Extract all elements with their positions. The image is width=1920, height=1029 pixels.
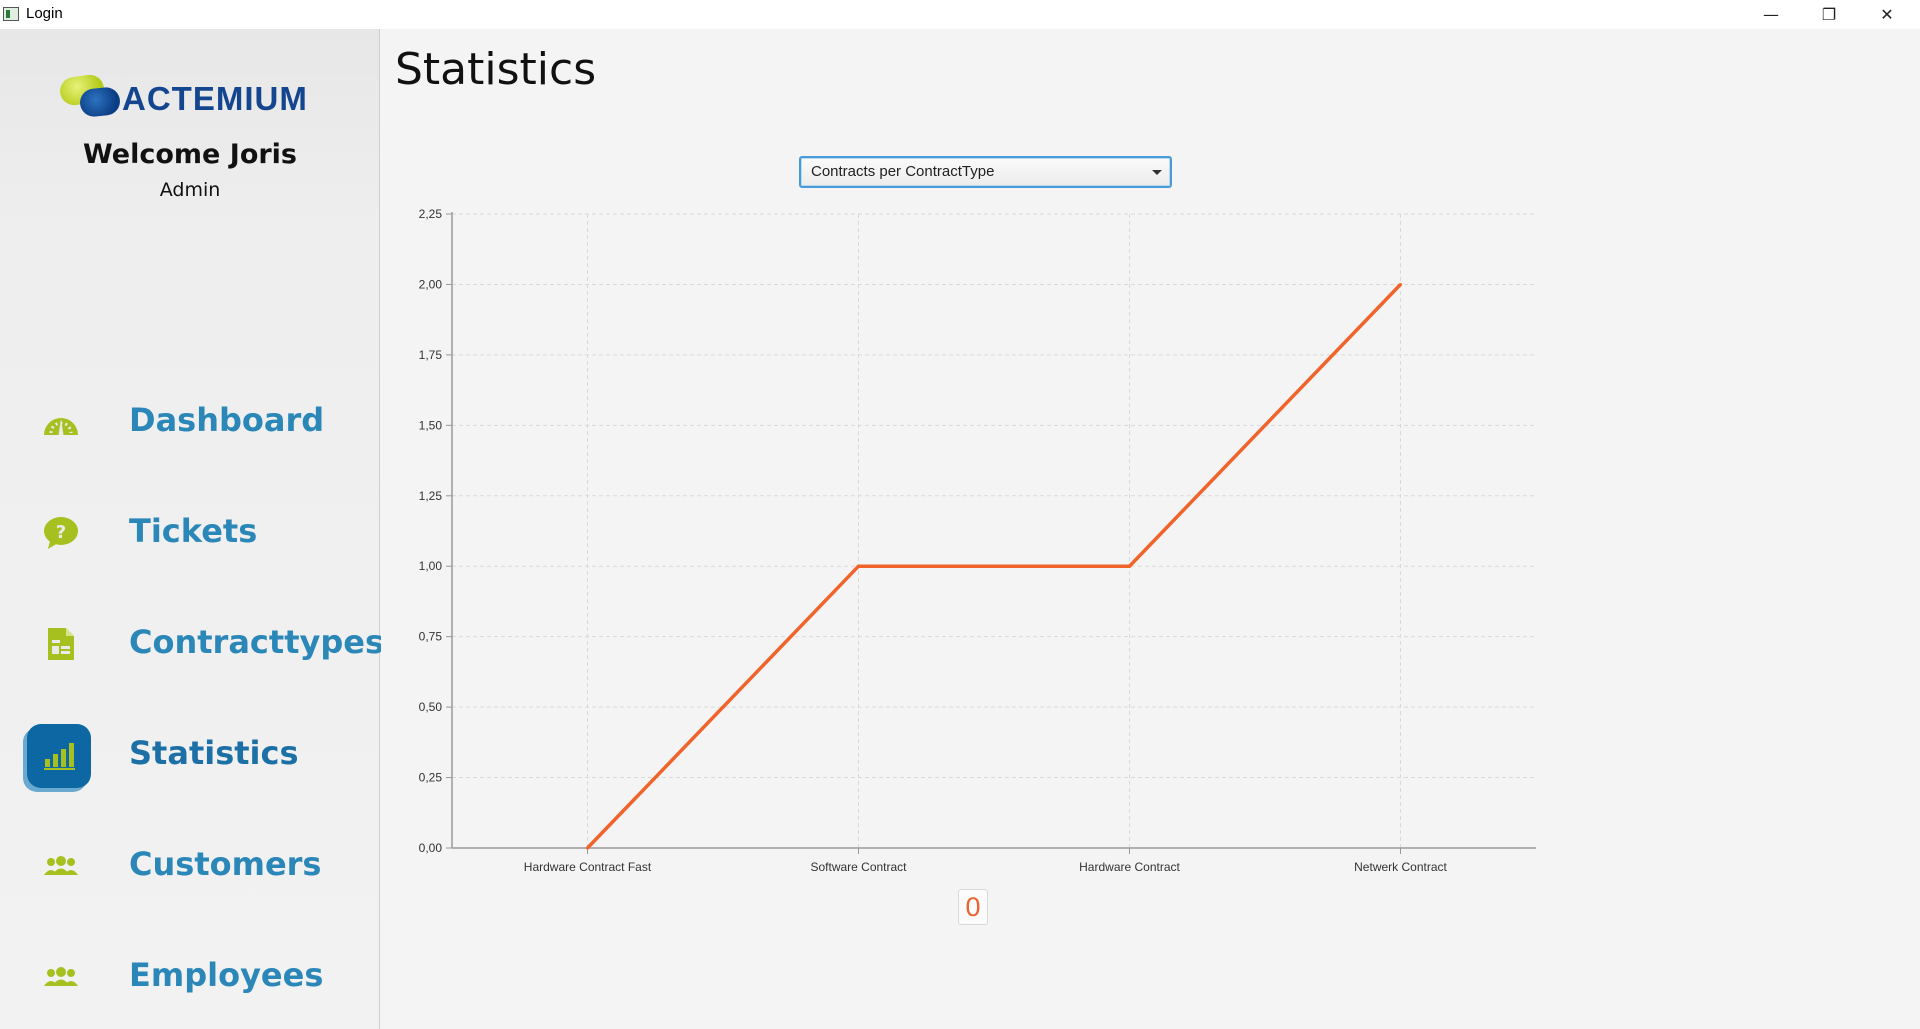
chevron-down-icon — [1152, 170, 1162, 175]
sidebar-item-label: Customers — [129, 845, 322, 883]
sidebar-item-label: Tickets — [129, 512, 258, 550]
series-line — [586, 283, 1402, 850]
bar-chart-icon — [27, 724, 91, 788]
y-tick-label: 1,50 — [419, 418, 443, 432]
y-tick-label: 2,00 — [419, 277, 443, 291]
line-chart: 0,00 0,25 0,50 0,75 1,00 1,25 1,50 1,75 2,00 2,25… — [419, 207, 1536, 874]
y-tick-label: 0,75 — [419, 630, 443, 644]
gauge-icon — [40, 401, 82, 443]
sidebar-item-label: Dashboard — [129, 401, 325, 439]
actemium-logo: ACTEMIUM — [58, 73, 328, 122]
main-content: Statistics Contracts per ContractType 0,… — [381, 29, 1920, 1029]
y-tick-label: 0,50 — [419, 700, 443, 714]
data-point — [1399, 282, 1402, 286]
logo-wordmark: ACTEMIUM — [122, 80, 308, 117]
chart-type-select[interactable]: Contracts per ContractType — [799, 156, 1172, 188]
data-point — [857, 564, 860, 568]
y-tick-label: 0,25 — [419, 771, 443, 785]
sidebar-item-label: Statistics — [129, 734, 299, 772]
sidebar-item-dashboard[interactable]: Dashboard — [0, 381, 380, 461]
sidebar-item-employees[interactable]: Employees — [0, 936, 380, 1016]
sidebar-item-contracttypes[interactable]: Contracttypes — [0, 603, 384, 683]
x-tick-label: Hardware Contract — [1079, 860, 1180, 874]
x-tick-label: Software Contract — [810, 860, 907, 874]
maximize-button[interactable]: ❐ — [1821, 5, 1837, 24]
y-tick-label: 1,75 — [419, 348, 443, 362]
logo-mark-blue — [78, 85, 122, 119]
sidebar-item-label: Employees — [129, 956, 324, 994]
chart-type-select-value: Contracts per ContractType — [811, 163, 995, 180]
window-title: Login — [26, 5, 63, 22]
question-bubble-icon: ? — [40, 512, 82, 554]
svg-text:?: ? — [56, 522, 66, 543]
sidebar: ACTEMIUM Welcome Joris Admin Dashboard ?… — [0, 29, 384, 1029]
y-tick-label: 0,00 — [419, 841, 443, 855]
y-tick-label: 2,25 — [419, 207, 443, 221]
data-point — [1128, 564, 1131, 568]
data-point — [586, 846, 589, 850]
welcome-text: Welcome Joris — [82, 139, 298, 170]
document-icon — [40, 623, 82, 665]
sidebar-item-label: Contracttypes — [129, 623, 384, 661]
x-tick-label: Hardware Contract Fast — [524, 860, 652, 874]
sidebar-item-customers[interactable]: Customers — [0, 825, 380, 905]
x-tick-label: Netwerk Contract — [1354, 860, 1447, 874]
people-icon — [40, 956, 82, 998]
sidebar-item-tickets[interactable]: ? Tickets — [0, 492, 380, 572]
y-tick-label: 1,25 — [419, 489, 443, 503]
counter-value: 0 — [958, 889, 988, 925]
close-button[interactable]: ✕ — [1880, 5, 1894, 24]
app-icon — [3, 7, 19, 21]
title-bar: Login — ❐ ✕ — [0, 0, 1920, 29]
minimize-button[interactable]: — — [1763, 5, 1779, 24]
page-title: Statistics — [395, 44, 597, 95]
people-icon — [40, 845, 82, 887]
user-role: Admin — [159, 179, 221, 201]
y-tick-label: 1,00 — [419, 559, 443, 573]
sidebar-item-statistics[interactable]: Statistics — [0, 714, 380, 794]
